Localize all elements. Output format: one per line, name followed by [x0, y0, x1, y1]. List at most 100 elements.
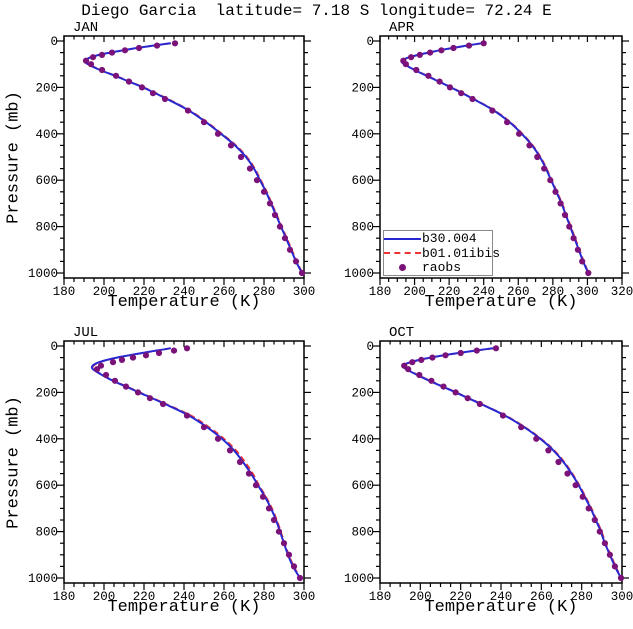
raobs-dot [183, 412, 191, 419]
panel-jan: 180 200 220 240 260 280 300 0 200 400 600 800 1000 [28, 35, 315, 299]
raobs-dot [184, 107, 192, 114]
raobs-dot [149, 90, 157, 97]
raobs-dot [533, 435, 540, 442]
raobs-dot [214, 130, 222, 137]
x-tick-label: 280 [253, 590, 276, 604]
raobs-dot [97, 362, 105, 369]
raobs-dot [129, 354, 137, 361]
raobs-dot [236, 458, 244, 466]
legend-item-b0101ibis: b01.01ibis [384, 246, 500, 260]
raobs-dot [296, 574, 304, 582]
raobs-dot [480, 40, 487, 47]
raobs-dot [281, 235, 289, 242]
raobs-dot [122, 383, 130, 390]
x-tick-label: 200 [409, 590, 432, 604]
y-tick-label: 400 [35, 433, 58, 447]
raobs-dot [418, 356, 425, 363]
raobs-dot [271, 211, 279, 219]
raobs-dot [499, 412, 507, 419]
raobs-dot [298, 269, 306, 277]
x-tick-label: 180 [53, 285, 76, 299]
raobs-dot [134, 389, 142, 396]
raobs-dot [492, 345, 500, 352]
raobs-dot [579, 258, 586, 265]
x-tick-label: 180 [369, 285, 392, 299]
raobs-dot [87, 61, 95, 68]
raobs-dot [286, 246, 294, 253]
panel-oct: 180 200 220 240 260 280 300 0 200 400 600 800 1000 [344, 340, 633, 604]
raobs-dot [159, 400, 167, 408]
y-tick-label: 400 [351, 433, 374, 447]
raobs-dot [138, 84, 146, 91]
panel-jul: 180 200 220 240 260 280 300 0 200 400 600 800 1000 [28, 340, 315, 604]
y-tick-label: 800 [351, 221, 374, 235]
panel-title-jan: JAN [73, 20, 99, 36]
raobs-dot [226, 447, 234, 454]
raobs-dot [446, 84, 454, 91]
raobs-dot [246, 165, 254, 172]
raobs-dot [112, 72, 120, 79]
raobs-dots-jan [82, 40, 306, 277]
raobs-dot [555, 458, 562, 466]
raobs-dot [260, 188, 268, 195]
raobs-dot [438, 47, 445, 54]
y-tick-label: 400 [351, 128, 374, 142]
x-tick-label: 200 [403, 285, 426, 299]
x-tick-label: 180 [53, 590, 76, 604]
x-tick-label: 260 [213, 285, 236, 299]
plot-frame [379, 340, 623, 584]
raobs-dots-apr [400, 40, 592, 277]
raobs-dot [611, 563, 619, 570]
dashed-line-swatch [384, 252, 421, 254]
raobs-dot [526, 142, 533, 149]
x-tick-label: 200 [93, 590, 116, 604]
raobs-dot [416, 51, 423, 59]
raobs-dot [275, 528, 283, 535]
y-tick-label: 200 [35, 81, 58, 95]
raobs-dot [591, 516, 598, 524]
raobs-dot [606, 551, 614, 558]
y-tick-label: 1000 [28, 572, 58, 586]
raobs-dot [534, 153, 541, 161]
raobs-dot [458, 90, 465, 97]
raobs-dot [436, 78, 443, 85]
raobs-dot [516, 130, 523, 137]
y-tick-label: 1000 [344, 267, 374, 281]
raobs-dot [170, 347, 178, 354]
x-tick-label: 240 [490, 590, 513, 604]
x-tick-label: 240 [173, 285, 196, 299]
x-tick-label: 300 [611, 590, 633, 604]
y-tick-label: 600 [35, 174, 58, 188]
raobs-dot [183, 345, 191, 352]
raobs-dot [545, 447, 552, 454]
x-axis-label-apr: Temperature (K) [424, 293, 578, 312]
raobs-dot [440, 383, 447, 390]
raobs-dot [428, 377, 435, 384]
raobs-dot [259, 493, 267, 500]
legend-item-raobs: raobs [384, 261, 492, 275]
raobs-dot [200, 119, 208, 126]
y-axis-label-bottom-row: Pressure (mb) [4, 396, 24, 529]
raobs-dot [135, 44, 143, 52]
x-tick-label: 220 [133, 285, 156, 299]
raobs-dot [427, 49, 434, 56]
raobs-dot [464, 395, 471, 402]
raobs-dot [108, 49, 116, 56]
raobs-dot [171, 40, 179, 47]
legend-item-b30004: b30.004 [384, 232, 492, 246]
x-tick-label: 240 [472, 285, 495, 299]
plot-frame [379, 35, 623, 279]
raobs-dot [142, 352, 150, 359]
x-tick-label: 220 [449, 590, 472, 604]
y-tick-label: 800 [351, 526, 374, 540]
raobs-dot [429, 354, 436, 361]
y-tick-label: 0 [50, 340, 58, 354]
raobs-dot [518, 424, 525, 431]
raobs-dot [280, 540, 288, 547]
raobs-dot [596, 528, 603, 535]
raobs-dot [416, 371, 423, 379]
x-tick-label: 220 [438, 285, 461, 299]
raobs-dot [401, 362, 408, 369]
raobs-dot [118, 356, 126, 363]
